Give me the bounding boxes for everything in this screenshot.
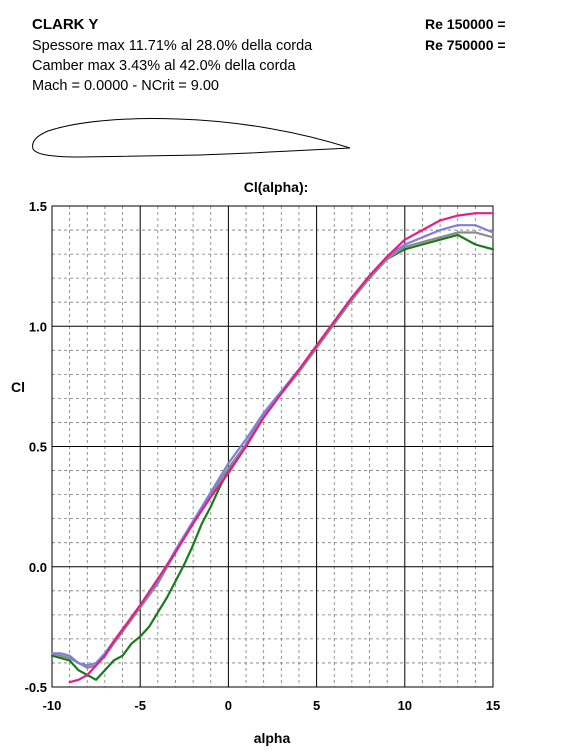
x-tick-label: 0 bbox=[225, 698, 232, 713]
re-label-2: Re 750000 = bbox=[425, 37, 506, 53]
x-tick-label: 5 bbox=[313, 698, 320, 713]
y-tick-label: -0.5 bbox=[25, 680, 47, 695]
airfoil-name: CLARK Y bbox=[32, 16, 99, 33]
series-layer bbox=[50, 212, 495, 684]
airfoil-outline bbox=[32, 118, 351, 158]
y-tick-labels: -0.5 0.0 0.5 1.0 1.5 bbox=[25, 199, 47, 695]
x-tick-label: -5 bbox=[134, 698, 146, 713]
series-line-3 bbox=[50, 224, 495, 667]
re-label-1: Re 150000 = bbox=[425, 16, 506, 32]
airfoil-profile bbox=[32, 118, 351, 158]
y-tick-label: 0.5 bbox=[29, 440, 47, 455]
x-tick-label: -10 bbox=[43, 698, 62, 713]
series-line-4 bbox=[68, 212, 495, 684]
y-tick-label: 1.5 bbox=[29, 199, 47, 214]
mach-info: Mach = 0.0000 - NCrit = 9.00 bbox=[32, 78, 219, 94]
x-tick-labels: -10 -5 0 5 10 15 bbox=[43, 698, 501, 713]
x-tick-label: 10 bbox=[398, 698, 412, 713]
x-axis-label: alpha bbox=[254, 730, 291, 746]
plot-frame bbox=[51, 205, 494, 688]
y-tick-label: 1.0 bbox=[29, 319, 47, 334]
chart-title: Cl(alpha): bbox=[244, 179, 309, 195]
y-axis-label: Cl bbox=[11, 379, 25, 395]
camber-info: Camber max 3.43% al 42.0% della corda bbox=[32, 58, 296, 74]
x-tick-label: 15 bbox=[486, 698, 500, 713]
y-tick-label: 0.0 bbox=[29, 560, 47, 575]
thickness-info: Spessore max 11.71% al 28.0% della corda bbox=[32, 38, 313, 54]
